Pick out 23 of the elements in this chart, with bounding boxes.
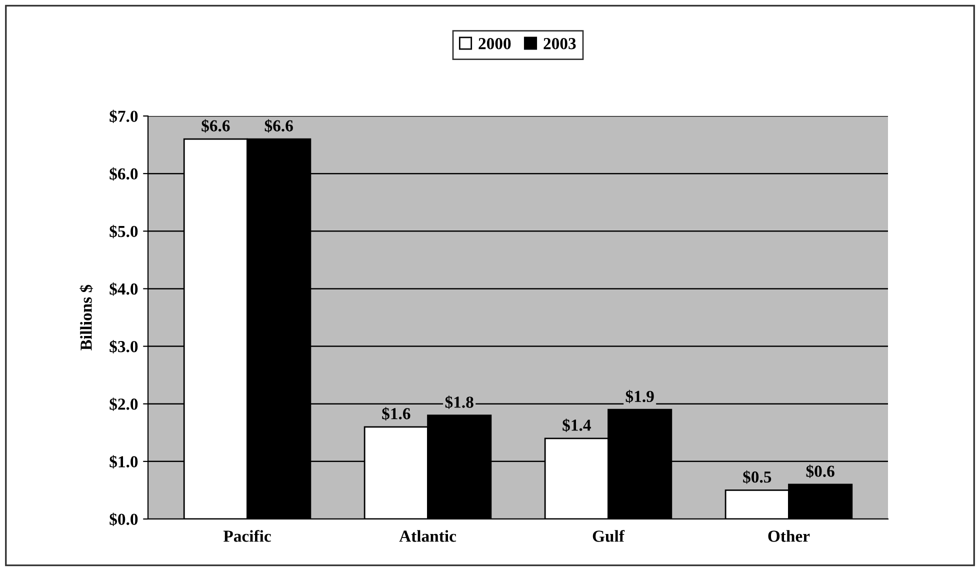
y-tick-label: $2.0 — [110, 398, 138, 411]
x-tick-label: Gulf — [592, 530, 625, 542]
data-label: $1.4 — [562, 418, 591, 432]
x-tick-label: Atlantic — [399, 530, 456, 542]
data-label: $1.8 — [445, 396, 474, 409]
y-tick-label: $1.0 — [110, 455, 138, 468]
y-tick-label: $0.0 — [110, 512, 138, 526]
y-tick-label: $3.0 — [110, 340, 138, 354]
data-label: $6.6 — [264, 119, 293, 133]
y-axis-title: Billions $ — [80, 284, 93, 350]
y-tick-label: $5.0 — [110, 224, 138, 238]
data-label: $1.6 — [382, 407, 410, 420]
data-label: $1.9 — [626, 390, 654, 404]
x-tick-label: Other — [768, 530, 810, 542]
data-label: $0.5 — [743, 470, 772, 484]
data-label: $0.6 — [806, 464, 834, 478]
legend-label: 2000 — [478, 38, 511, 50]
data-label: $6.6 — [202, 119, 230, 133]
y-tick-label: $6.0 — [110, 167, 138, 181]
y-tick-label: $7.0 — [110, 110, 138, 124]
legend-label: 2003 — [544, 38, 576, 50]
y-tick-label: $4.0 — [110, 282, 138, 296]
x-tick-label: Pacific — [223, 530, 271, 542]
